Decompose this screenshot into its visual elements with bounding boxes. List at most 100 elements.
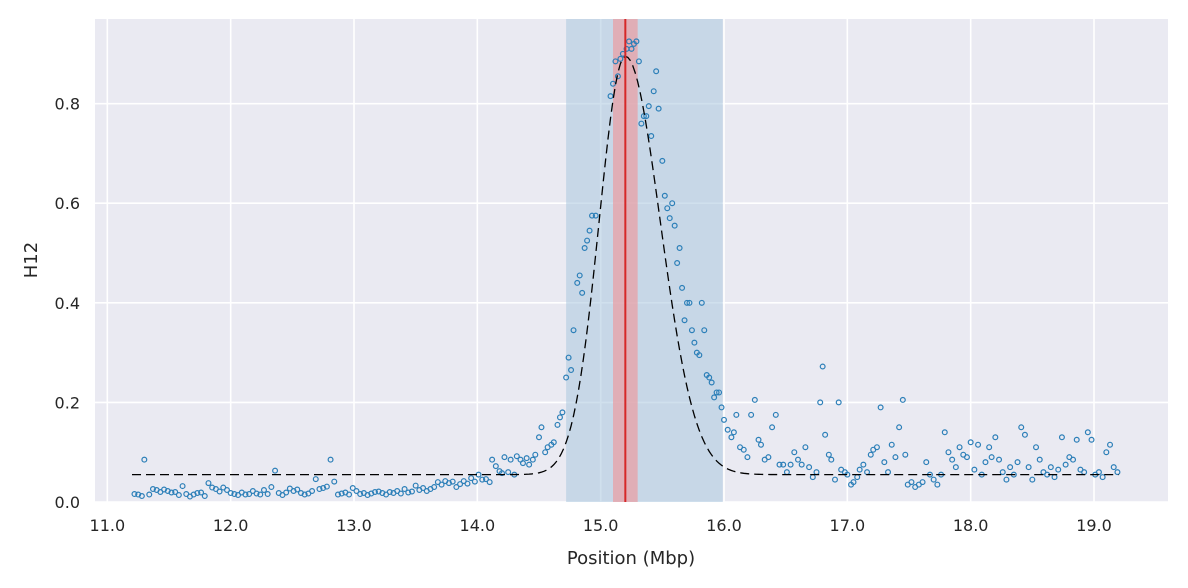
- data-point: [538, 424, 545, 431]
- data-point: [986, 444, 993, 451]
- data-point: [507, 456, 514, 463]
- data-point: [748, 411, 755, 418]
- data-point: [312, 476, 319, 483]
- data-point: [899, 396, 906, 403]
- data-point: [246, 491, 253, 498]
- data-point: [653, 68, 660, 75]
- data-point: [1029, 476, 1036, 483]
- data-point: [501, 454, 508, 461]
- data-point: [669, 200, 676, 207]
- data-point: [720, 416, 727, 423]
- data-point: [713, 389, 720, 396]
- data-point: [554, 421, 561, 428]
- data-point: [309, 488, 316, 495]
- data-point: [149, 486, 156, 493]
- data-point: [666, 215, 673, 222]
- data-point: [316, 486, 323, 493]
- data-point: [1062, 461, 1069, 468]
- data-point: [881, 459, 888, 466]
- data-point: [999, 469, 1006, 476]
- data-point: [589, 212, 596, 219]
- data-point: [327, 456, 334, 463]
- data-point: [301, 491, 308, 498]
- x-tick-label: 11.0: [90, 516, 126, 535]
- data-point: [772, 411, 779, 418]
- data-point: [607, 93, 614, 100]
- data-point: [431, 484, 438, 491]
- data-point: [179, 483, 186, 490]
- data-point: [817, 399, 824, 406]
- data-point: [141, 456, 148, 463]
- data-point: [701, 327, 708, 334]
- data-point: [172, 489, 179, 496]
- data-point: [941, 429, 948, 436]
- data-point: [659, 157, 666, 164]
- data-point: [650, 88, 657, 95]
- data-point: [992, 434, 999, 441]
- data-point: [860, 461, 867, 468]
- data-point: [674, 259, 681, 266]
- data-point: [681, 317, 688, 324]
- data-points: [131, 38, 1121, 500]
- data-point: [529, 456, 536, 463]
- data-point: [751, 396, 758, 403]
- data-point: [592, 212, 599, 219]
- data-point: [676, 245, 683, 252]
- data-point: [975, 441, 982, 448]
- data-point: [346, 491, 353, 498]
- x-tick-label: 17.0: [830, 516, 866, 535]
- data-point: [408, 488, 415, 495]
- data-point: [519, 460, 526, 467]
- data-point: [201, 493, 208, 500]
- data-point: [919, 479, 926, 486]
- data-point: [1103, 449, 1110, 456]
- data-point: [489, 456, 496, 463]
- data-point: [828, 456, 835, 463]
- x-tick-label: 18.0: [953, 516, 989, 535]
- data-point: [728, 434, 735, 441]
- data-point: [168, 489, 175, 496]
- data-point: [570, 327, 577, 334]
- data-point: [486, 479, 493, 486]
- y-tick-label: 0.4: [55, 294, 80, 313]
- x-tick-label: 14.0: [460, 516, 496, 535]
- data-point: [471, 478, 478, 485]
- data-point: [776, 461, 783, 468]
- data-point: [877, 404, 884, 411]
- data-point: [648, 133, 655, 140]
- data-point: [449, 478, 456, 485]
- y-tick-label: 0.0: [55, 493, 80, 512]
- data-point: [835, 399, 842, 406]
- data-point: [576, 272, 583, 279]
- data-point: [698, 299, 705, 306]
- data-point: [438, 481, 445, 488]
- data-point: [896, 424, 903, 431]
- data-point: [1107, 441, 1114, 448]
- data-point: [1070, 456, 1077, 463]
- y-tick-label: 0.6: [55, 194, 80, 213]
- data-point: [205, 480, 212, 487]
- data-point: [505, 469, 512, 476]
- data-point: [586, 227, 593, 234]
- data-point: [794, 456, 801, 463]
- data-point: [401, 486, 408, 493]
- data-point: [643, 113, 650, 120]
- data-point: [272, 467, 279, 474]
- data-point: [386, 489, 393, 496]
- data-point: [1018, 424, 1025, 431]
- data-point: [216, 488, 223, 495]
- data-point: [1114, 469, 1121, 476]
- data-point: [819, 363, 826, 370]
- data-point: [988, 454, 995, 461]
- data-point: [1084, 429, 1091, 436]
- data-point: [638, 120, 645, 127]
- data-point: [671, 222, 678, 229]
- data-point: [532, 451, 539, 458]
- data-point: [888, 441, 895, 448]
- data-point: [264, 491, 271, 498]
- data-point: [468, 475, 475, 482]
- data-point: [479, 476, 486, 483]
- data-point: [405, 489, 412, 496]
- data-point: [626, 38, 633, 45]
- data-point: [902, 451, 909, 458]
